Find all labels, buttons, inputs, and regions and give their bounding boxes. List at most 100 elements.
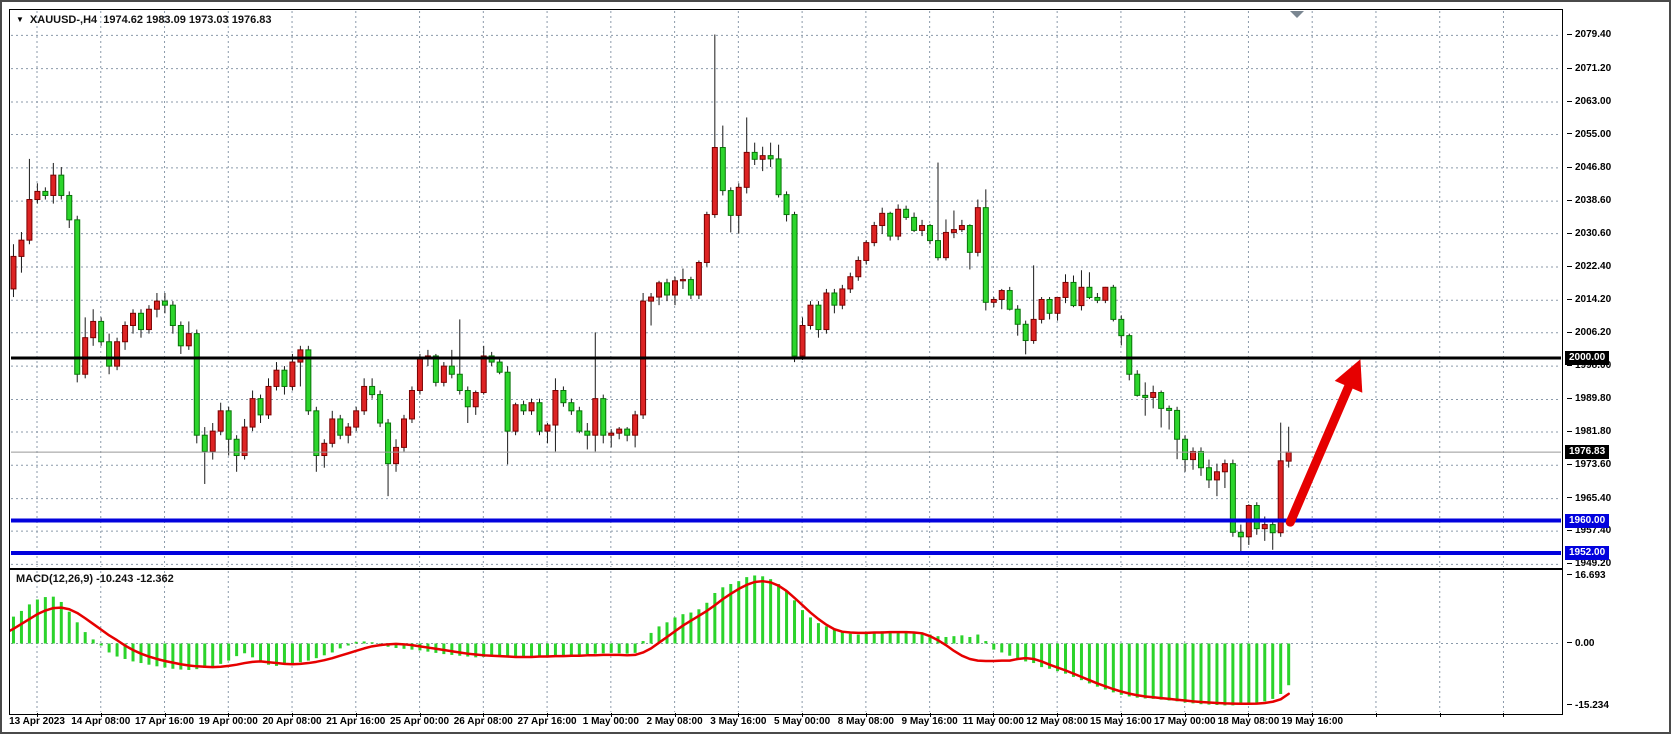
time-axis-tick [228,713,230,717]
time-axis[interactable]: 13 Apr 2023 14 Apr 08:00 17 Apr 16:00 19 Ap… [2,713,1563,732]
time-axis-tick [164,713,166,717]
time-axis-tick [674,713,676,717]
time-axis-tick [1248,713,1250,717]
price-axis-label: 2014.20 [1567,293,1611,307]
time-axis-label: 13 Apr 2023 [9,716,65,727]
time-axis-label: 19 May 16:00 [1281,716,1344,727]
price-axis-label: 2046.80 [1567,161,1611,175]
time-axis-tick [1439,713,1441,717]
time-axis-tick [547,713,549,717]
axis-tick [1567,299,1572,301]
time-axis-label: 26 Apr 08:00 [453,716,513,727]
time-axis-tick [419,713,421,717]
axis-tick [1567,232,1572,234]
price-grid [11,11,1561,567]
indicator-label: MACD(12,26,9) -10.243 -12.362 [16,573,174,585]
trend-arrow[interactable] [1285,359,1363,527]
time-axis-tick [292,713,294,717]
candlestick-chart[interactable] [10,10,1562,568]
time-axis-label: 20 Apr 08:00 [262,716,322,727]
axis-tick [1567,34,1572,36]
price-axis-label: 1965.40 [1567,492,1611,506]
price-axis-label: 1998.00 [1567,359,1611,373]
axis-tick [1567,430,1572,432]
time-axis-tick [355,713,357,717]
time-axis-tick [929,713,931,717]
time-axis-label: 25 Apr 00:00 [389,716,450,727]
symbol-dropdown-icon[interactable]: ▼ [16,15,24,24]
macd-axis-label: -15.234 [1567,699,1609,713]
price-axis-label: 2030.60 [1567,227,1611,241]
axis-tick [1567,67,1572,69]
time-axis-tick [865,713,867,717]
time-axis-label: 18 May 08:00 [1217,716,1280,727]
time-axis-tick [802,713,804,717]
time-axis-tick [738,713,740,717]
time-axis-tick [1184,713,1186,717]
axis-tick [1567,166,1572,168]
time-axis-label: 1 May 00:00 [582,716,639,727]
time-axis-tick [993,713,995,717]
axis-tick [1567,464,1572,466]
axis-tick [1567,364,1572,366]
price-level-badge: 1976.83 [1565,445,1610,460]
time-axis-label: 9 May 16:00 [901,716,958,727]
price-axis-label: 1981.80 [1567,425,1611,439]
price-axis-label: 2071.20 [1567,62,1611,76]
time-axis-tick [610,713,612,717]
axis-tick [1567,497,1572,499]
time-axis-label: 5 May 00:00 [774,716,831,727]
axis-tick [1567,265,1572,267]
time-axis-label: 19 Apr 00:00 [198,716,258,727]
time-axis-label: 14 Apr 08:00 [71,716,131,727]
time-axis-label: 17 Apr 16:00 [134,716,195,727]
time-axis-tick [483,713,485,717]
price-level-badge: 1960.00 [1565,513,1610,528]
macd-pane[interactable]: MACD(12,26,9) -10.243 -12.362 [9,569,1563,715]
macd-axis-label: 16.693 [1567,569,1606,583]
price-axis-label: 1949.20 [1567,557,1611,571]
macd-chart[interactable] [10,570,1562,714]
axis-tick [1567,563,1572,565]
axis-tick [1567,529,1572,531]
macd-axis-label: 0.00 [1567,637,1594,651]
price-level-badge: 2000.00 [1565,351,1610,365]
candlestick-series [10,34,1292,552]
price-axis-label: 1989.80 [1567,392,1611,406]
price-axis-label: 1957.40 [1567,524,1611,538]
price-axis-label: 2006.20 [1567,326,1611,340]
price-axis-label: 2038.60 [1567,194,1611,208]
time-axis-tick [1312,713,1314,717]
time-axis-label: 11 May 00:00 [962,716,1024,727]
price-axis-label: 1973.60 [1567,458,1611,472]
axis-tick [1567,398,1572,400]
axis-tick [1567,133,1572,135]
time-axis-tick [1057,713,1059,717]
price-pane[interactable]: ▼ XAUUSD-,H4 1974.62 1983.09 1973.03 1976… [9,9,1563,569]
price-axis-label: 2079.40 [1567,28,1611,42]
axis-tick [1567,100,1572,102]
price-axis-label: 2022.40 [1567,260,1611,274]
axis-tick [1567,704,1572,706]
macd-histogram [11,575,1291,706]
time-axis-label: 21 Apr 16:00 [326,716,386,727]
axis-tick [1567,574,1572,576]
time-axis-label: 12 May 08:00 [1026,716,1089,727]
time-axis-tick [100,713,102,717]
time-axis-label: 2 May 08:00 [646,716,703,727]
time-axis-label: 27 Apr 16:00 [517,716,577,727]
time-axis-label: 8 May 08:00 [837,716,894,727]
time-axis-label: 15 May 16:00 [1090,716,1152,727]
chart-title: ▼ XAUUSD-,H4 1974.62 1983.09 1973.03 1976… [16,14,271,26]
time-axis-label: 17 May 00:00 [1153,716,1216,727]
price-axis[interactable]: 2079.40 2071.20 2063.00 2055.00 2046.80 2038.… [1564,2,1669,732]
chart-title-text: XAUUSD-,H4 1974.62 1983.09 1973.03 1976.… [29,14,272,26]
price-axis-label: 2055.00 [1567,128,1611,142]
time-axis-tick [37,713,38,717]
axis-tick [1567,331,1572,333]
macd-signal-line [10,579,1290,706]
time-axis-tick [1120,713,1122,717]
time-axis-tick [1503,713,1505,717]
current-bar-marker-icon[interactable] [1290,11,1304,18]
